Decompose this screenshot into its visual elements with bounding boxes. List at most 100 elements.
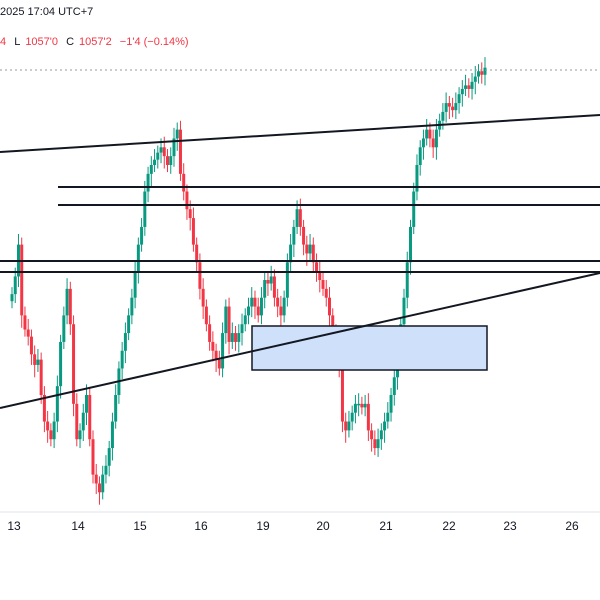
candle-body [123,333,127,351]
chart-header-datetime: 2025 17:04 UTC+7 [0,6,93,18]
candle-body [94,474,98,484]
candle-body [447,103,451,107]
candle-body [363,403,367,408]
candle-body [441,111,445,121]
candle-body [198,262,202,289]
candle-body [201,288,205,307]
candle-body [10,294,14,302]
candle-body [298,209,302,227]
candle-body [26,329,30,337]
candle-body [221,333,225,369]
x-tick-label: 23 [503,519,517,533]
candle-body [444,103,448,112]
candle-body [263,280,267,298]
candle-body [272,276,276,298]
x-tick-label: 16 [194,519,208,533]
candle-body [289,244,293,263]
candle-body [311,244,315,263]
candle-body [42,395,46,422]
candle-body [353,403,357,413]
candle-body [52,421,56,440]
candle-body [276,297,280,307]
candle-body [285,262,289,298]
candle-body [360,403,364,408]
lower-rising-trendline[interactable] [0,272,600,409]
candle-body [101,474,105,493]
candle-body [140,226,144,245]
candle-body [470,81,474,89]
x-axis: 13 14 15 16 19 20 21 22 23 26 [0,511,600,533]
candle-body [250,297,254,307]
candle-body [376,439,380,449]
candle-body [214,350,218,360]
candle-body [49,430,53,440]
candle-body [178,129,182,174]
candle-body [253,297,257,307]
candle-body [130,297,134,316]
x-tick-label: 21 [379,519,393,533]
candle-body [195,244,199,263]
candle-body [185,191,189,210]
candle-body [386,412,390,422]
candle-body [166,156,170,165]
candle-body [153,159,157,165]
candle-body [114,395,118,422]
candle-body [104,465,108,475]
candle-body [68,288,72,325]
candle-body [230,333,234,342]
candle-body [428,129,432,139]
candle-body [421,138,425,148]
candle-body [156,152,160,160]
candle-body [256,306,260,316]
candle-body [347,421,351,431]
candle-body [224,306,228,334]
candle-body [405,262,409,298]
candle-body [350,412,354,422]
candle-body [107,448,111,466]
datetime-text: 2025 17:04 UTC+7 [0,6,94,18]
candle-body [188,209,192,219]
candle-body [344,421,348,431]
candle-body [55,386,59,422]
candle-body [143,191,147,227]
candle-body [451,106,455,111]
close-value: 1057'2 [79,36,112,48]
candle-body [408,226,412,263]
candle-body [208,324,212,342]
candle-body [59,341,63,387]
candle-body [327,297,331,316]
candle-body [383,421,387,431]
candle-body [434,129,438,148]
candle-body [389,395,393,413]
candle-body [120,350,124,369]
x-tick-label: 22 [442,519,456,533]
candle-body [85,395,89,413]
candle-body [159,147,163,153]
candle-body [217,359,221,369]
candle-body [136,244,140,272]
candle-body [110,421,114,449]
candle-body [302,226,306,245]
candle-body [318,271,322,280]
candle-body [415,165,419,192]
candle-body [425,129,429,139]
candle-body [477,71,481,77]
candle-body [133,271,137,298]
candle-body [431,138,435,148]
candle-body [480,71,484,75]
candle-body [162,147,166,157]
candle-body [13,276,17,295]
candle-body [36,359,40,365]
candle-body [227,306,231,342]
candle-body [172,138,176,157]
change-value: −1'4 (−0.14%) [119,36,189,48]
upper-rising-trendline[interactable] [0,114,600,153]
candle-body [266,280,270,284]
candle-body [46,421,50,431]
candle-body [247,306,250,316]
candle-body [29,336,33,355]
candle-body [473,76,477,82]
candle-body [146,173,150,192]
demand-zone-box[interactable] [251,325,488,371]
